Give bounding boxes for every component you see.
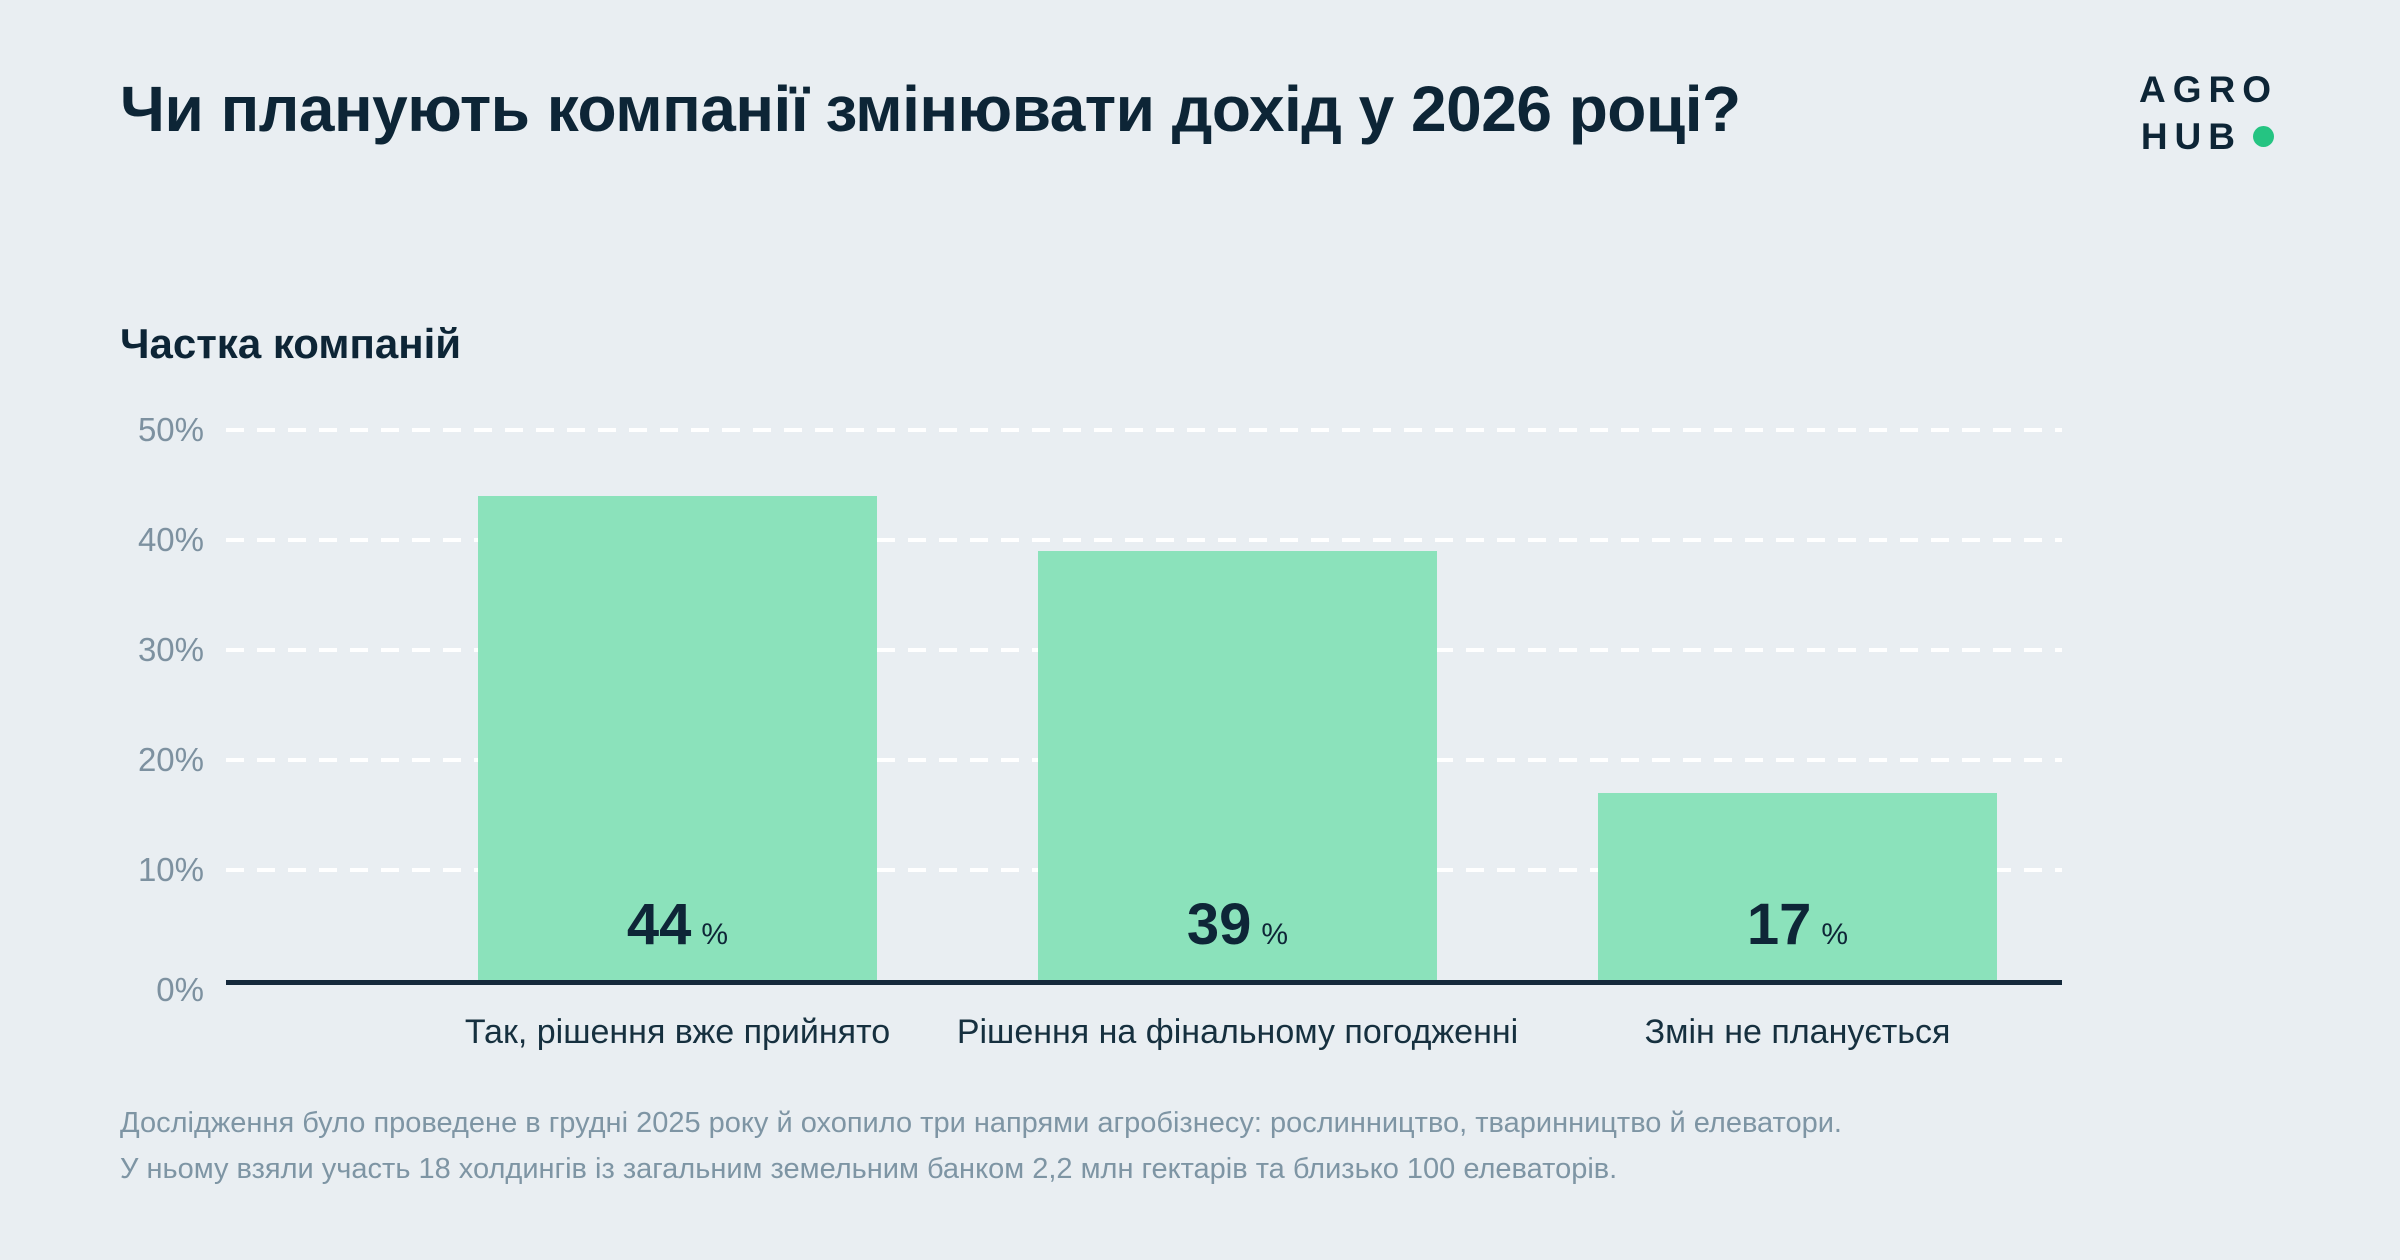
gridline-50 (226, 428, 2062, 432)
logo-line-hub: HUB (2139, 113, 2278, 160)
footnote: Дослідження було проведене в грудні 2025… (120, 1100, 1842, 1192)
logo-line-agro: AGRO (2139, 66, 2278, 113)
bar-value-suffix-1: % (701, 918, 729, 951)
bar-value-number-3: 17 (1746, 892, 1812, 957)
logo-dot-icon (2253, 126, 2274, 147)
bar-value-suffix-2: % (1261, 918, 1289, 951)
footnote-line-1: Дослідження було проведене в грудні 2025… (120, 1107, 1842, 1139)
bar-value-2: 39% (1038, 891, 1437, 958)
chart-axis-title: Частка компаній (120, 320, 462, 367)
ytick-label-10: 10% (137, 851, 204, 888)
ytick-label-50: 50% (137, 411, 204, 448)
bar-value-suffix-3: % (1821, 918, 1849, 951)
category-label-2: Рішення на фінальному погодженні (956, 1013, 1519, 1051)
bar-3: 17% (1598, 793, 1997, 980)
bar-chart: 0% 10% 20% 30% 40% 50% 44% Так, рішення вже при… (138, 412, 2062, 1049)
logo-text-hub: HUB (2140, 116, 2242, 157)
footnote-line-2: У ньому взяли участь 18 холдингів із заг… (120, 1153, 1618, 1185)
bar-value-number-2: 39 (1186, 892, 1252, 957)
bar-value-number-1: 44 (626, 892, 692, 957)
bar-2: 39% (1038, 551, 1437, 980)
logo-text-agro: AGRO (2139, 69, 2278, 110)
ytick-label-30: 30% (137, 631, 204, 668)
bar-1: 44% (478, 496, 877, 980)
ytick-label-0: 0% (156, 971, 204, 1008)
x-axis-line (226, 980, 2062, 985)
page-title: Чи планують компанії змінювати дохід у 2… (120, 73, 1741, 145)
category-label-1: Так, рішення вже прийнято (464, 1013, 891, 1051)
bar-value-1: 44% (478, 891, 877, 958)
ytick-label-20: 20% (137, 741, 204, 778)
agrohub-logo: AGRO HUB (2139, 66, 2278, 160)
gridline-40 (226, 538, 2062, 542)
category-label-3: Змін не планується (1644, 1013, 1951, 1051)
ytick-label-40: 40% (137, 521, 204, 558)
bar-value-3: 17% (1598, 891, 1997, 958)
